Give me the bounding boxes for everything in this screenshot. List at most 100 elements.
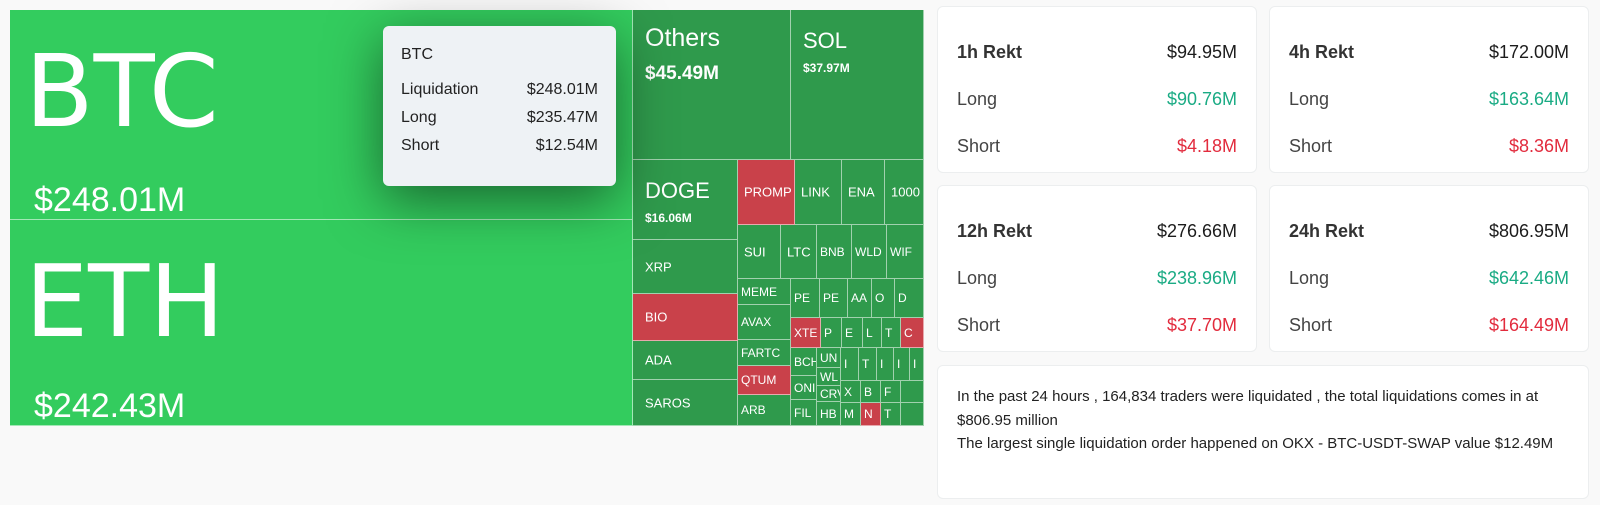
treemap-tile-sol[interactable]: SOL $37.97M — [791, 10, 924, 160]
liquidation-summary: In the past 24 hours , 164,834 traders w… — [937, 365, 1589, 499]
card-total: $276.66M — [1156, 221, 1237, 241]
treemap-tile-wld[interactable]: WLD — [852, 225, 887, 279]
stats-card-12h: 12h Rekt $276.66M Long $238.96M Short $37.7… — [937, 185, 1257, 352]
tile-label: AA — [851, 291, 868, 305]
treemap-tile-o1[interactable]: O — [872, 279, 895, 318]
summary-line-2: The largest single liquidation order hap… — [957, 435, 1554, 452]
treemap-tile-t2[interactable]: T — [882, 318, 901, 348]
treemap-tile-hb[interactable]: HB — [817, 402, 841, 426]
treemap-tile-onl[interactable]: ONI — [791, 376, 817, 400]
tile-label: F — [884, 384, 892, 399]
treemap-tile-t1000[interactable]: 1000 — [885, 160, 924, 225]
tile-value: $37.97M — [803, 61, 850, 75]
treemap-tile-sui[interactable]: SUI — [738, 225, 781, 279]
treemap-tile-bch[interactable]: BCH — [791, 348, 817, 376]
treemap-tile-pe2[interactable]: PE — [820, 279, 848, 318]
tooltip-label: Liquidation — [401, 81, 479, 98]
short-value: $37.70M — [1166, 315, 1237, 335]
treemap-tile-qtum[interactable]: QTUM — [738, 366, 791, 395]
treemap-tile-promp[interactable]: PROMP — [738, 160, 795, 225]
treemap-tile-doge[interactable]: DOGE $16.06M — [633, 160, 738, 240]
treemap-tile-f4[interactable]: F — [881, 381, 901, 403]
summary-line-1: In the past 24 hours , 164,834 traders w… — [957, 388, 1539, 429]
tile-label: FARTC — [741, 345, 781, 360]
tile-label: BTC — [25, 33, 219, 150]
tile-label: E — [845, 325, 854, 340]
tile-label: BNB — [820, 244, 845, 259]
tile-label: BCH — [794, 354, 817, 369]
tile-label: LTC — [787, 244, 811, 259]
treemap-tile-u3[interactable]: I — [877, 348, 894, 381]
short-label: Short — [957, 315, 1001, 335]
treemap-tile-eth[interactable]: ETH $242.43M — [10, 220, 633, 426]
treemap-tile-e2[interactable]: E — [842, 318, 863, 348]
tooltip-value: $235.47M — [526, 109, 598, 126]
tile-label: WLD — [855, 244, 882, 259]
treemap-tile-b4[interactable]: B — [861, 381, 881, 403]
short-label: Short — [957, 136, 1001, 156]
treemap-tile-bnb[interactable]: BNB — [817, 225, 852, 279]
tile-label: L — [866, 325, 873, 340]
treemap-tile-xte[interactable]: XTE — [791, 318, 821, 348]
tooltip-value: $248.01M — [526, 81, 598, 98]
treemap-tile-ada[interactable]: ADA — [633, 341, 738, 380]
treemap-tile-pe1[interactable]: PE — [791, 279, 820, 318]
long-value: $642.46M — [1488, 268, 1569, 288]
tile-label: ADA — [645, 352, 672, 368]
treemap-tile-x4[interactable]: X — [841, 381, 861, 403]
treemap-tile-link[interactable]: LINK — [795, 160, 842, 225]
stats-card-24h: 24h Rekt $806.95M Long $642.46M Short $164.… — [1269, 185, 1589, 352]
treemap-tile-l2[interactable]: L — [863, 318, 882, 348]
tooltip-title: BTC — [401, 46, 433, 63]
treemap-tile-i3[interactable]: I — [841, 348, 859, 381]
tooltip-label: Long — [401, 109, 437, 126]
treemap-tile-y5[interactable] — [901, 403, 924, 426]
treemap-tile-avax[interactable]: AVAX — [738, 305, 791, 340]
treemap-tile-z3[interactable]: I — [910, 348, 924, 381]
treemap-tile-un[interactable]: UN — [817, 348, 841, 368]
tooltip-row-short: Short $12.54M — [401, 137, 598, 155]
treemap-tile-c2[interactable]: C — [901, 318, 924, 348]
treemap-tile-n5[interactable]: N — [861, 403, 881, 426]
tile-label: PE — [823, 291, 840, 305]
card-title: 12h Rekt — [957, 221, 1033, 241]
tile-value: $248.01M — [34, 181, 186, 219]
tile-label: UN — [820, 350, 838, 365]
treemap-tile-aa[interactable]: AA — [848, 279, 872, 318]
treemap-tile-wl[interactable]: WL — [817, 368, 841, 386]
treemap-tile-bio[interactable]: BIO — [633, 294, 738, 341]
treemap-tile-p2[interactable]: P — [821, 318, 842, 348]
treemap-tile-g4[interactable] — [901, 381, 924, 403]
long-label: Long — [957, 89, 998, 109]
treemap-tile-fil[interactable]: FIL — [791, 400, 817, 426]
short-value: $8.36M — [1508, 136, 1569, 156]
tile-label: ETH — [25, 243, 225, 360]
treemap-tile-t5[interactable]: T — [881, 403, 901, 426]
tile-label: HB — [820, 406, 837, 421]
tile-label: LINK — [801, 184, 830, 200]
treemap-tile-xrp[interactable]: XRP — [633, 240, 738, 294]
tile-label: I — [897, 357, 901, 371]
treemap-tile-wif[interactable]: WIF — [887, 225, 924, 279]
treemap-tile-meme[interactable]: MEME — [738, 279, 791, 305]
treemap-tile-d1[interactable]: D — [895, 279, 924, 318]
treemap-tile-ena[interactable]: ENA — [842, 160, 885, 225]
treemap-tile-s3[interactable]: I — [894, 348, 910, 381]
tile-label: ARB — [741, 403, 766, 417]
treemap-tile-ltc[interactable]: LTC — [781, 225, 817, 279]
treemap-tile-t3[interactable]: T — [859, 348, 877, 381]
tile-value: $16.06M — [645, 211, 692, 225]
tile-label: DOGE — [645, 178, 710, 203]
treemap-tile-saros[interactable]: SAROS — [633, 380, 738, 426]
short-value: $4.18M — [1176, 136, 1237, 156]
short-label: Short — [1289, 315, 1333, 335]
tile-label: SOL — [803, 28, 848, 53]
treemap-tile-crv[interactable]: CRV — [817, 386, 841, 402]
treemap-tile-fartc[interactable]: FARTC — [738, 340, 791, 366]
treemap-tile-arb[interactable]: ARB — [738, 395, 791, 426]
tile-label: O — [875, 291, 885, 305]
treemap-tooltip: BTC Liquidation $248.01M Long $235.47M S… — [383, 26, 616, 186]
treemap-tile-others[interactable]: Others $45.49M — [633, 10, 791, 160]
tile-label: QTUM — [741, 373, 777, 387]
treemap-tile-m5[interactable]: M — [841, 403, 861, 426]
